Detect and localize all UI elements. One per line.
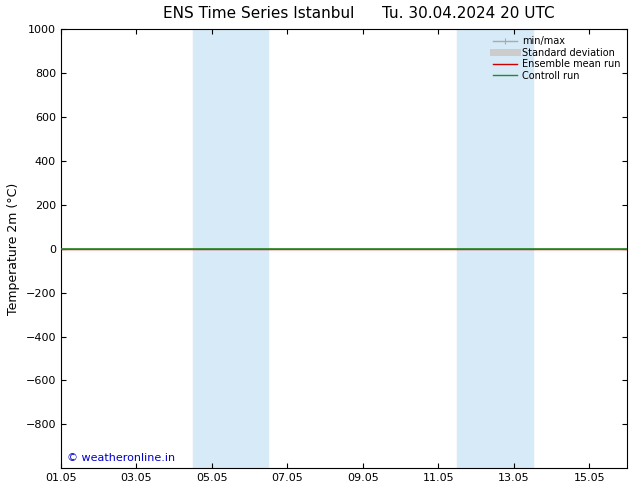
Bar — [457, 29, 533, 468]
Y-axis label: Temperature 2m (°C): Temperature 2m (°C) — [7, 183, 20, 315]
Legend: min/max, Standard deviation, Ensemble mean run, Controll run: min/max, Standard deviation, Ensemble me… — [491, 34, 622, 83]
Text: ENS Time Series Istanbul: ENS Time Series Istanbul — [164, 6, 354, 21]
Text: Tu. 30.04.2024 20 UTC: Tu. 30.04.2024 20 UTC — [382, 6, 555, 21]
Text: © weatheronline.in: © weatheronline.in — [67, 453, 174, 463]
Bar — [193, 29, 268, 468]
